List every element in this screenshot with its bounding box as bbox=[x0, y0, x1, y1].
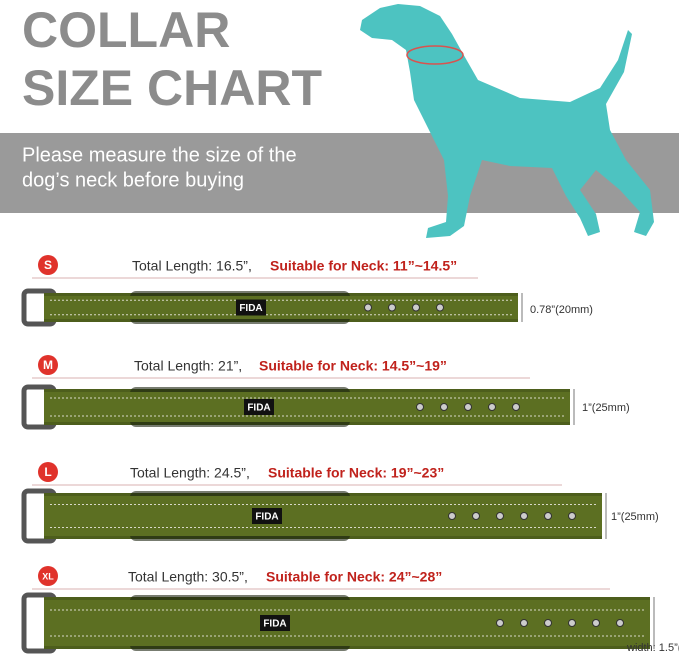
hole bbox=[592, 619, 600, 627]
width-label: 1”(25mm) bbox=[582, 402, 630, 414]
size-badge bbox=[38, 255, 58, 275]
brand-tag bbox=[244, 399, 274, 415]
hole bbox=[488, 403, 496, 411]
hole bbox=[512, 403, 520, 411]
total-length: Total Length: 24.5”, bbox=[130, 465, 250, 481]
brand-label: FIDA bbox=[239, 303, 262, 314]
instruction-line: dog’s neck before buying bbox=[22, 169, 244, 191]
hole bbox=[568, 619, 576, 627]
hole bbox=[544, 619, 552, 627]
instruction-line: Please measure the size of the bbox=[22, 144, 297, 166]
suitable-neck: Suitable for Neck: 14.5”~19” bbox=[259, 358, 447, 374]
total-length: Total Length: 16.5”, bbox=[132, 258, 252, 274]
total-length: Total Length: 21”, bbox=[134, 358, 242, 374]
hole bbox=[496, 512, 504, 520]
hole bbox=[544, 512, 552, 520]
title-line: COLLAR bbox=[22, 2, 230, 58]
hole bbox=[520, 512, 528, 520]
suitable-neck: Suitable for Neck: 24”~28” bbox=[266, 569, 442, 585]
hole bbox=[412, 303, 420, 312]
size-badge-label: XL bbox=[42, 571, 54, 581]
hole bbox=[388, 303, 396, 312]
size-badge-label: S bbox=[44, 258, 52, 272]
width-label: 0.78”(20mm) bbox=[530, 304, 593, 316]
hole bbox=[616, 619, 624, 627]
width-label: 1”(25mm) bbox=[611, 511, 659, 523]
brand-tag bbox=[260, 615, 290, 631]
collar-mark bbox=[406, 45, 464, 65]
width-label: width: 1.5”(38mm) bbox=[626, 642, 679, 654]
brand-label: FIDA bbox=[255, 512, 278, 523]
hole bbox=[520, 619, 528, 627]
hole bbox=[472, 512, 480, 520]
brand-tag bbox=[252, 508, 282, 524]
strap-top bbox=[44, 296, 518, 319]
size-badge-label: M bbox=[43, 358, 53, 372]
strap-top bbox=[44, 600, 650, 646]
size-badge bbox=[38, 566, 58, 586]
size-badge bbox=[38, 355, 58, 375]
hole bbox=[416, 403, 424, 411]
hole bbox=[436, 303, 444, 312]
size-badge bbox=[38, 462, 58, 482]
size-badge-label: L bbox=[44, 465, 51, 479]
hole bbox=[440, 403, 448, 411]
hole bbox=[464, 403, 472, 411]
hole bbox=[568, 512, 576, 520]
brand-label: FIDA bbox=[247, 403, 270, 414]
brand-tag bbox=[236, 299, 266, 316]
dog-silhouette bbox=[360, 4, 654, 238]
sizes: S Total Length: 16.5”, Suitable for Neck: … bbox=[21, 255, 679, 654]
hole bbox=[448, 512, 456, 520]
strap-top bbox=[44, 392, 570, 422]
brand-label: FIDA bbox=[263, 619, 286, 630]
hole bbox=[364, 303, 372, 312]
suitable-neck: Suitable for Neck: 19”~23” bbox=[268, 465, 444, 481]
strap-top bbox=[44, 496, 602, 536]
hole bbox=[496, 619, 504, 627]
suitable-neck: Suitable for Neck: 11”~14.5” bbox=[270, 258, 457, 274]
title-line: SIZE CHART bbox=[22, 60, 322, 116]
total-length: Total Length: 30.5”, bbox=[128, 569, 248, 585]
